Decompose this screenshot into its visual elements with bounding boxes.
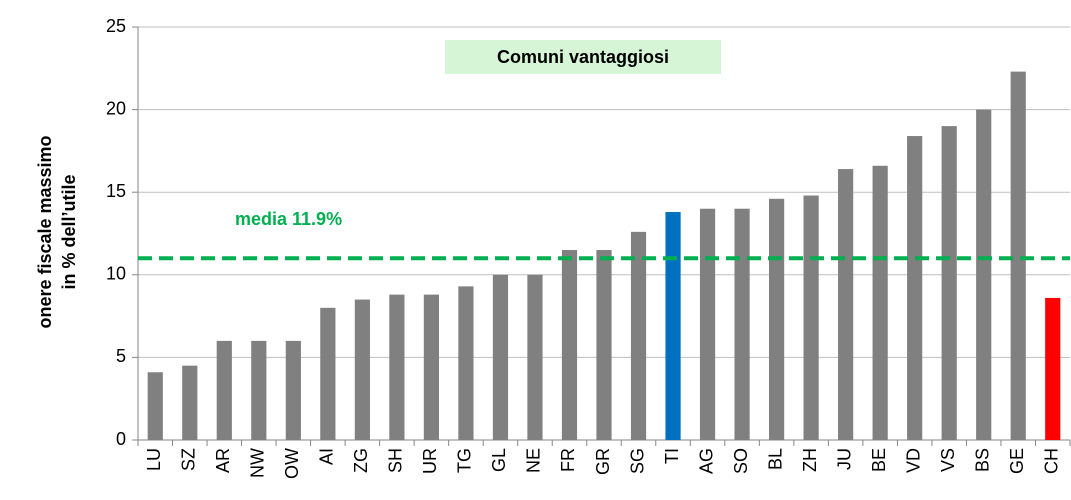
bar [1010, 71, 1026, 440]
bar [354, 299, 370, 440]
x-tick-label: AR [213, 448, 233, 473]
x-tick-label: SZ [179, 448, 199, 471]
bar [976, 109, 992, 440]
x-tick-label: SH [386, 448, 406, 473]
bar [527, 274, 543, 440]
x-tick-label: SO [731, 448, 751, 474]
bar [389, 294, 405, 440]
bar [596, 250, 612, 440]
bar [182, 365, 198, 440]
x-tick-label: BS [972, 448, 992, 472]
bar [699, 208, 716, 440]
x-tick-label: GR [593, 448, 613, 475]
x-tick-label: LU [144, 448, 164, 471]
bar [630, 231, 647, 440]
bar [423, 294, 440, 440]
y-tick-label: 15 [106, 181, 126, 201]
x-tick-label: UR [420, 448, 440, 474]
bar [803, 195, 819, 440]
y-tick-label: 0 [116, 429, 126, 449]
x-tick-label: TG [455, 448, 475, 473]
bar [458, 286, 474, 440]
y-axis-label: in % dell’utile [59, 174, 79, 289]
x-tick-label: SG [627, 448, 647, 474]
x-tick-label: VS [938, 448, 958, 472]
bar [285, 340, 301, 440]
x-tick-label: TI [662, 448, 682, 464]
x-tick-label: FR [558, 448, 578, 472]
x-tick-label: ZH [800, 448, 820, 472]
bar [216, 340, 232, 440]
x-tick-label: CH [1041, 448, 1061, 474]
x-tick-label: GL [489, 448, 509, 472]
bar [941, 126, 957, 441]
bar [665, 212, 681, 440]
x-tick-label: AG [696, 448, 716, 474]
x-tick-label: JU [834, 448, 854, 470]
y-tick-label: 10 [106, 264, 126, 284]
bar [734, 208, 750, 440]
x-tick-label: AI [317, 448, 337, 465]
bar [768, 198, 785, 440]
bar [838, 169, 854, 440]
y-tick-label: 5 [116, 346, 126, 366]
annotation: Comuni vantaggiosi [497, 47, 669, 67]
bar [251, 340, 267, 440]
y-tick-label: 25 [106, 16, 126, 36]
bar [561, 250, 578, 440]
x-tick-label: BE [869, 448, 889, 472]
bar [492, 274, 509, 440]
bar [907, 136, 923, 441]
bar [872, 165, 888, 440]
bar [147, 372, 163, 440]
bar [1045, 297, 1061, 440]
x-tick-label: BL [765, 448, 785, 470]
x-tick-label: NE [524, 448, 544, 473]
mean-label: media 11.9% [235, 209, 342, 229]
annotation-box [445, 40, 721, 74]
y-tick-label: 20 [106, 98, 126, 118]
x-tick-label: ZG [351, 448, 371, 473]
x-tick-label: OW [282, 448, 302, 479]
x-tick-label: GE [1007, 448, 1027, 474]
x-tick-label: NW [248, 448, 268, 478]
y-axis-label: onere fiscale massimo [35, 135, 55, 328]
bar [320, 307, 336, 440]
x-tick-label: VD [903, 448, 923, 473]
